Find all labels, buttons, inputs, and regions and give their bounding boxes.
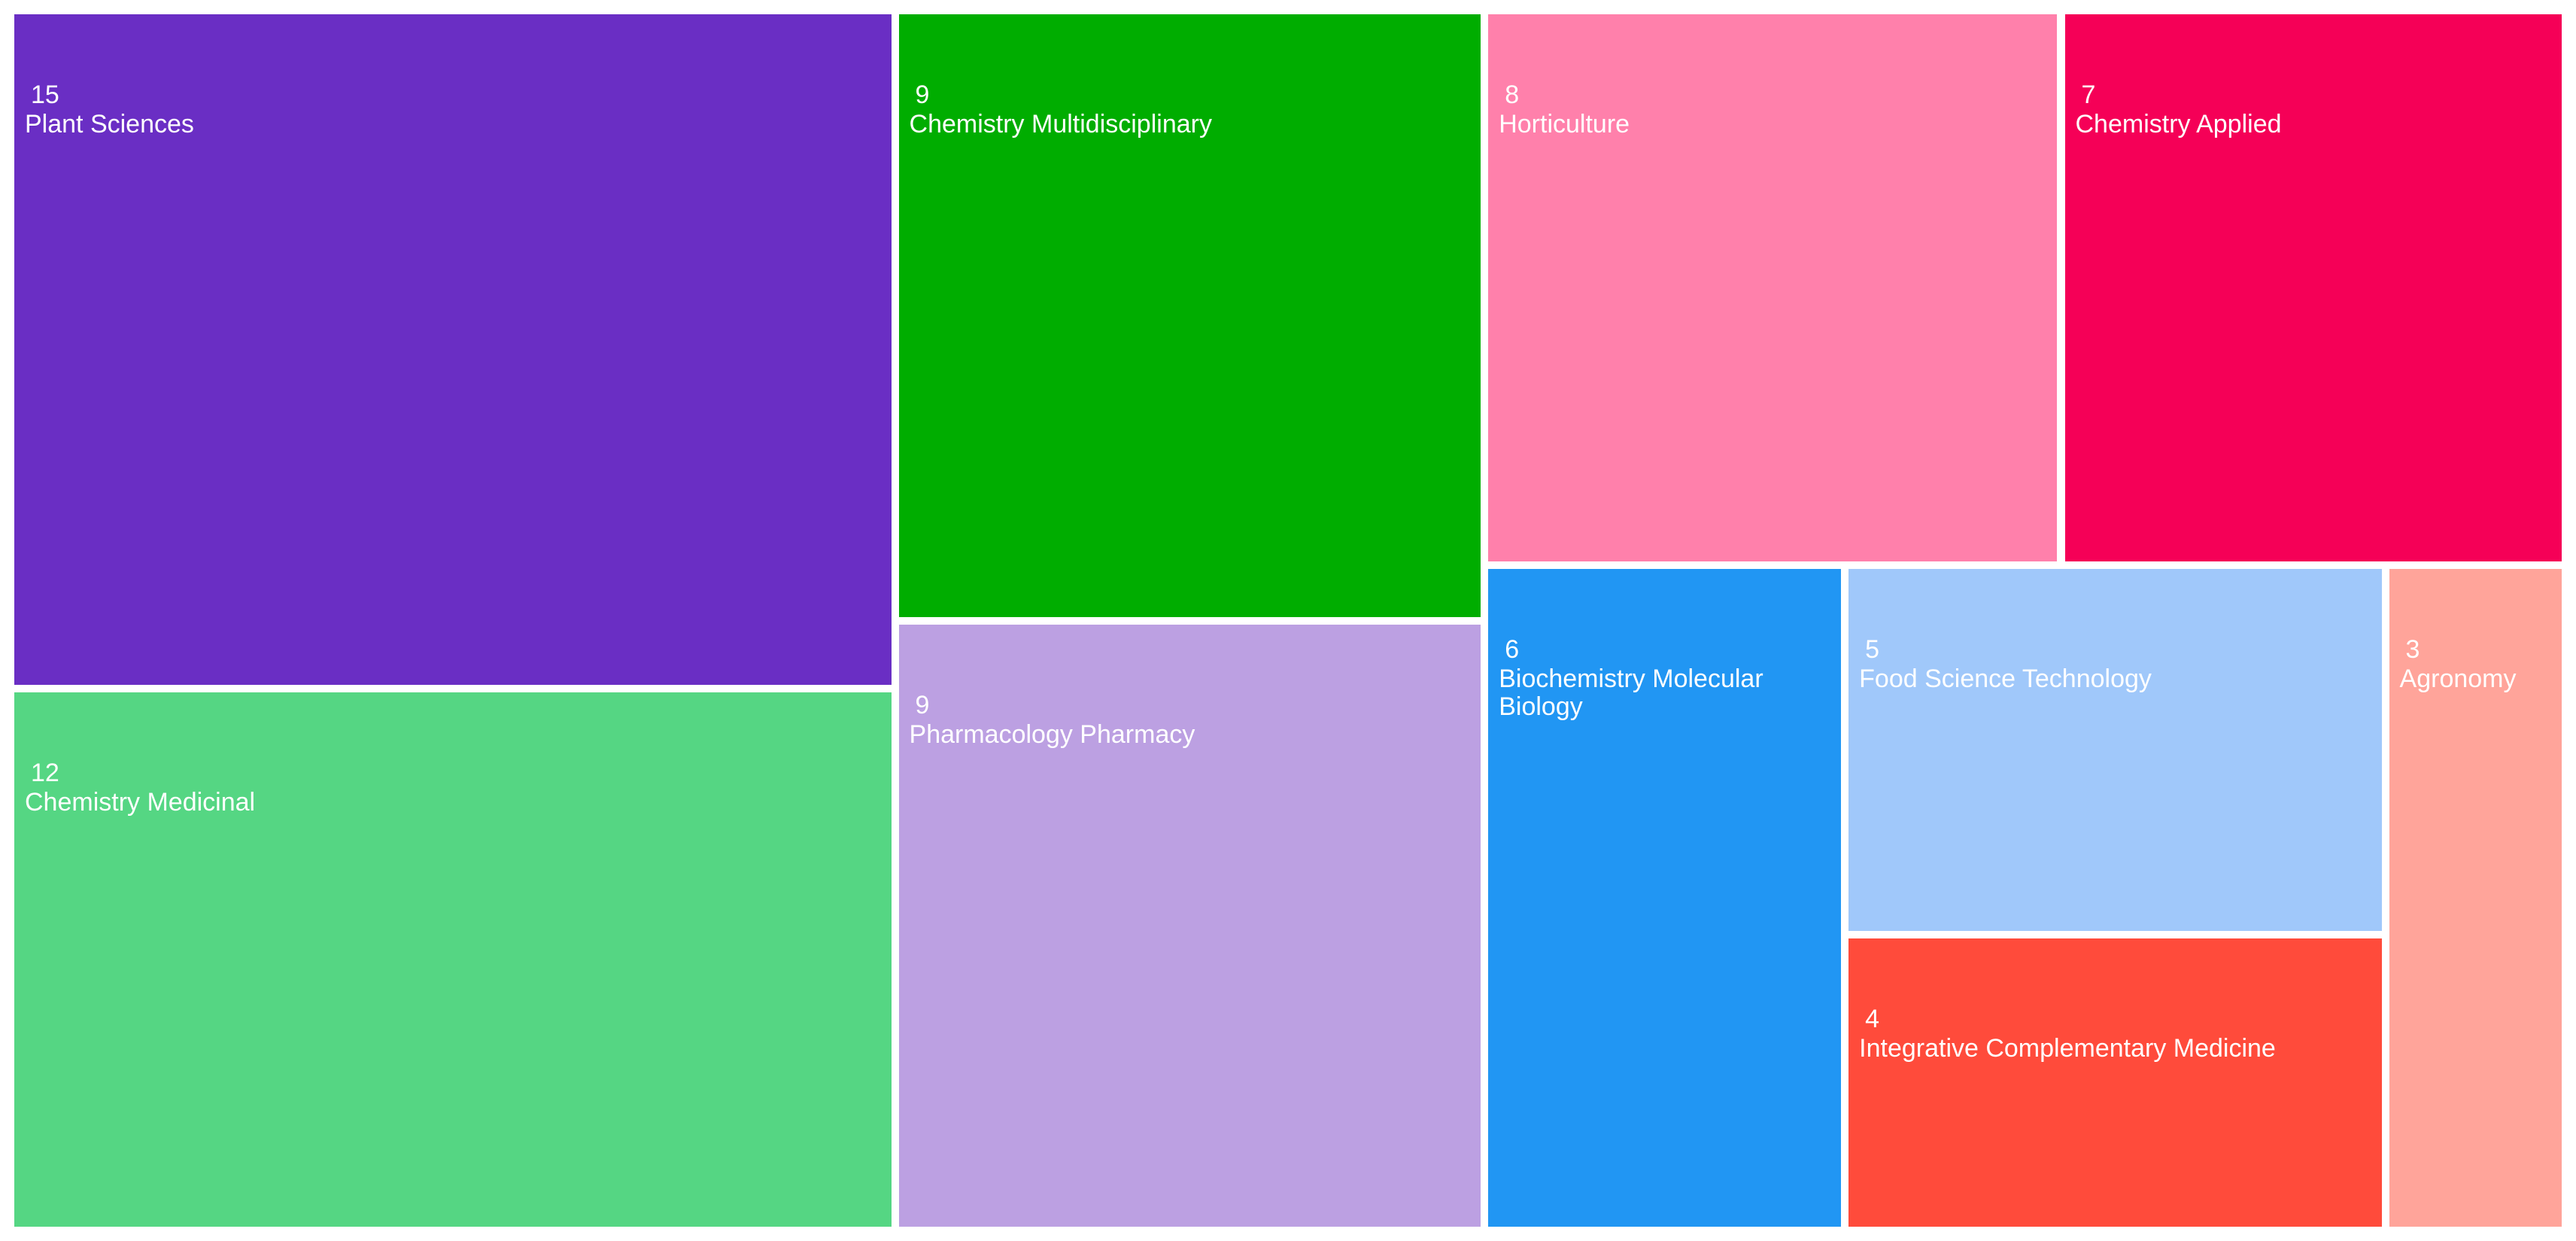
tile-label: Chemistry Applied (2075, 110, 2282, 138)
treemap-tile: 9 Pharmacology Pharmacy (898, 624, 1481, 1227)
tile-label: Chemistry Medicinal (25, 787, 256, 817)
tile-value: 6 (1505, 634, 1520, 664)
tile-label: Chemistry Multidisciplinary (909, 110, 1212, 138)
treemap-tile: 7 Chemistry Applied (2064, 14, 2562, 561)
tile-label: Plant Sciences (25, 110, 194, 138)
tile-value: 9 (915, 81, 930, 109)
tile-value: 5 (1865, 634, 1880, 664)
tile-label: Pharmacology Pharmacy (909, 719, 1195, 749)
tile-value: 7 (2081, 81, 2096, 109)
treemap-tile: 8 Horticulture (1488, 14, 2058, 561)
treemap-tile: 15 Plant Sciences (14, 14, 892, 685)
tile-label: Food Science Technology (1859, 664, 2152, 693)
tile-value: 3 (2405, 634, 2420, 664)
treemap-tile: 12 Chemistry Medicinal (14, 692, 892, 1227)
tile-label: Agronomy (2399, 664, 2517, 693)
treemap-tile: 4 Integrative Complementary Medicine (1848, 938, 2382, 1227)
tile-label: Integrative Complementary Medicine (1859, 1034, 2276, 1063)
tile-value: 9 (915, 690, 930, 719)
tile-label: Horticulture (1499, 110, 1630, 138)
tile-value: 8 (1505, 81, 1520, 109)
treemap-tile: 6 Biochemistry Molecular Biology (1488, 568, 1842, 1227)
tile-label: Biochemistry Molecular Biology (1499, 664, 1763, 721)
treemap-tile: 3 Agronomy (2389, 568, 2562, 1227)
treemap-tile: 9 Chemistry Multidisciplinary (898, 14, 1481, 617)
tile-value: 4 (1865, 1005, 1880, 1034)
treemap-tile: 5 Food Science Technology (1848, 568, 2382, 932)
tile-value: 12 (31, 758, 59, 787)
tile-value: 15 (31, 81, 59, 109)
